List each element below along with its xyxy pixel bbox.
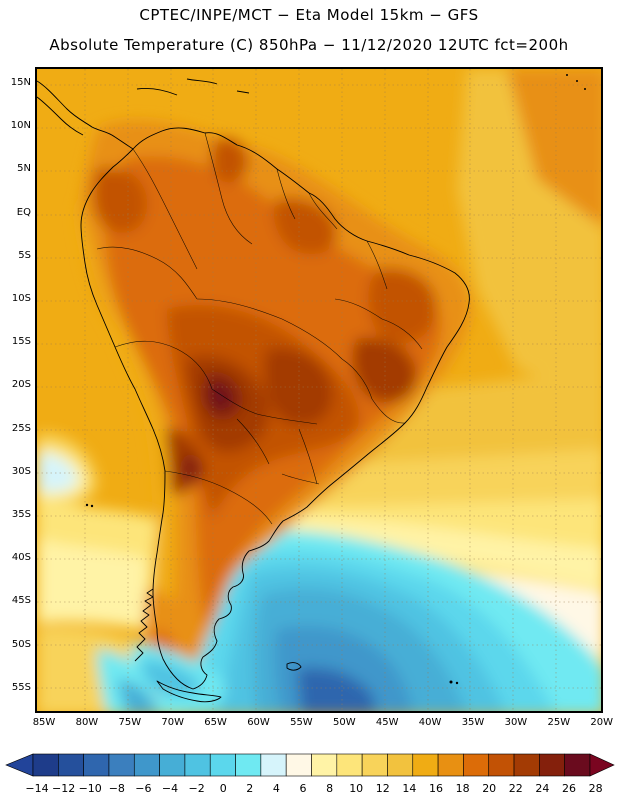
lat-label: 25S — [11, 422, 31, 434]
lat-label: 30S — [11, 465, 31, 477]
lon-label: 85W — [32, 717, 56, 728]
lon-label: 70W — [161, 717, 184, 728]
graticule — [37, 69, 601, 711]
colorbar-swatch — [58, 753, 84, 777]
lat-label: 20S — [11, 379, 31, 391]
map-title-line1: CPTEC/INPE/MCT − Eta Model 15km − GFS — [139, 6, 479, 24]
colorbar-swatch — [564, 753, 591, 777]
colorbar-swatch — [539, 753, 565, 777]
colorbar-tick-label: 12 — [375, 782, 390, 795]
colorbar-tick-label: −4 — [161, 782, 179, 795]
lat-label: 5S — [18, 249, 31, 261]
colorbar-tick-label: 20 — [482, 782, 497, 795]
colorbar-swatch — [209, 753, 236, 777]
colorbar-tick-label: −6 — [135, 782, 152, 795]
map-title-line2: Absolute Temperature (C) 850hPa − 11/12/… — [49, 36, 569, 54]
lon-label: 45W — [375, 717, 399, 728]
lon-label: 20W — [590, 717, 613, 728]
colorbar-tick-label: 2 — [246, 782, 254, 795]
lon-label: 75W — [118, 717, 142, 728]
colorbar-swatch — [133, 753, 160, 777]
colorbar-swatch — [285, 753, 312, 777]
colorbar-swatch — [235, 753, 262, 777]
lon-label: 65W — [204, 717, 227, 728]
colorbar-swatch — [311, 753, 338, 777]
colorbar-tick-label: 16 — [429, 782, 443, 795]
colorbar-swatch — [513, 753, 540, 777]
temperature-shading — [37, 69, 601, 711]
colorbar-tick-label: 10 — [349, 782, 364, 795]
colorbar-swatch — [260, 753, 287, 777]
colorbar — [5, 753, 615, 777]
colorbar-tick-label: 0 — [219, 782, 227, 795]
lon-label: 25W — [547, 717, 571, 728]
colorbar-swatch — [108, 753, 135, 777]
colorbar-swatch — [463, 753, 490, 777]
lat-label: 5N — [17, 163, 31, 175]
colorbar-swatch — [412, 753, 439, 777]
country-borders — [96, 132, 423, 525]
colorbar-swatch — [83, 753, 110, 777]
colorbar-swatch — [488, 753, 515, 777]
colorbar-tick-label: 8 — [326, 782, 334, 795]
colorbar-tick-label: −10 — [78, 782, 102, 795]
colorbar-swatch — [387, 753, 414, 777]
colorbar-tick-label: −8 — [108, 782, 125, 795]
temperature-field — [37, 69, 601, 711]
islands — [85, 74, 586, 685]
lon-label: 60W — [247, 717, 270, 728]
colorbar-tick-label: 26 — [562, 782, 576, 795]
lon-label: 30W — [504, 717, 528, 728]
coastlines — [37, 78, 470, 703]
colorbar-over-arrow — [589, 753, 615, 777]
lat-label: 45S — [11, 595, 31, 607]
lat-label: 50S — [11, 638, 31, 650]
colorbar-tick-label: 22 — [508, 782, 523, 795]
colorbar-tick-label: 4 — [272, 782, 280, 795]
colorbar-tick-label: −12 — [51, 782, 76, 795]
lat-label: 40S — [11, 552, 31, 564]
lon-label: 35W — [461, 717, 485, 728]
lon-label: 40W — [418, 717, 442, 728]
lat-label: 35S — [11, 509, 31, 520]
colorbar-swatch — [159, 753, 186, 777]
colorbar-tick-label: 14 — [402, 782, 417, 795]
lon-label: 55W — [290, 717, 313, 728]
lat-label: 10S — [11, 293, 31, 304]
colorbar-tick-label: −2 — [188, 782, 205, 795]
colorbar-swatch — [32, 753, 59, 777]
colorbar-swatch — [437, 753, 464, 777]
colorbar-swatch — [336, 753, 363, 777]
colorbar-swatch — [184, 753, 211, 777]
lat-label: 15N — [10, 77, 31, 88]
colorbar-tick-label: 18 — [455, 782, 470, 795]
colorbar-tick-label: 6 — [299, 782, 307, 795]
lon-label: 50W — [332, 717, 356, 728]
colorbar-tick-label: −14 — [25, 782, 49, 795]
lat-label: 10N — [10, 120, 31, 132]
lat-label: EQ — [16, 206, 31, 218]
colorbar-tick-label: 28 — [588, 782, 603, 795]
colorbar-under-arrow — [5, 753, 34, 777]
temperature-map — [35, 67, 603, 713]
colorbar-tick-label: 24 — [535, 782, 550, 795]
colorbar-swatch — [361, 753, 388, 777]
lat-label: 55S — [11, 681, 31, 693]
lon-label: 80W — [75, 717, 99, 728]
lat-label: 15S — [11, 336, 31, 348]
